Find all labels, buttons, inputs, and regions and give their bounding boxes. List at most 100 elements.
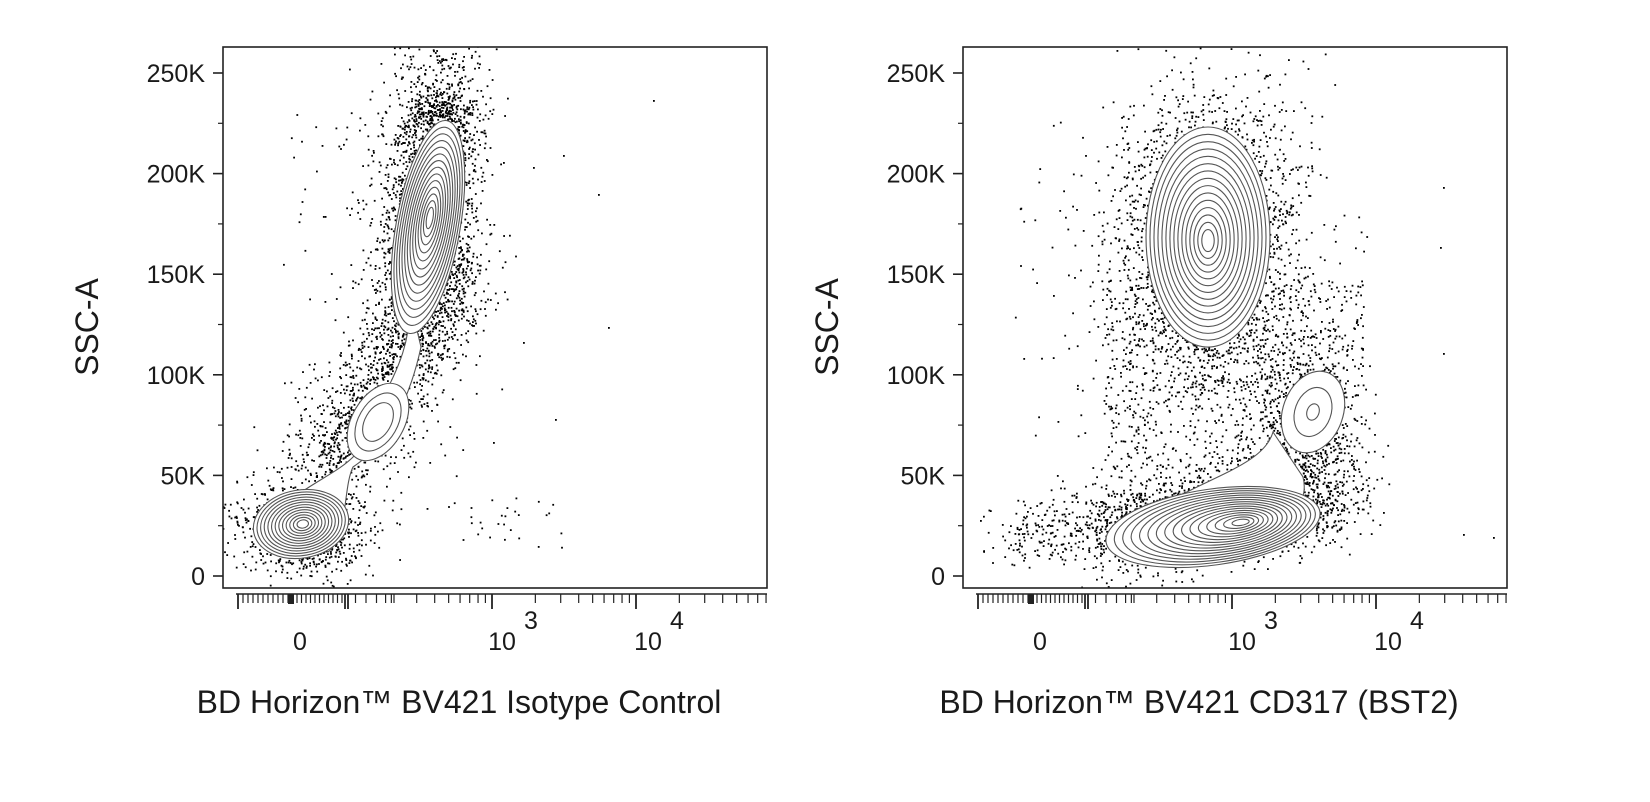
event-dot xyxy=(1135,303,1137,305)
event-dot xyxy=(467,208,469,210)
event-dot xyxy=(343,389,345,391)
event-dot xyxy=(465,271,467,273)
event-dot xyxy=(330,553,332,555)
event-dot xyxy=(362,302,364,304)
event-dot xyxy=(440,443,442,445)
event-dot xyxy=(341,384,343,386)
event-dot xyxy=(474,149,476,151)
event-dot xyxy=(398,98,400,100)
event-dot xyxy=(299,437,301,439)
event-dot xyxy=(253,426,255,428)
event-dot xyxy=(250,546,252,548)
event-dot xyxy=(314,420,316,422)
event-dot xyxy=(406,106,408,108)
event-dot xyxy=(326,391,328,393)
event-dot xyxy=(440,354,442,356)
event-dot xyxy=(363,474,365,476)
event-dot xyxy=(452,398,454,400)
event-dot xyxy=(400,185,402,187)
event-dot xyxy=(314,363,316,365)
event-dot xyxy=(475,308,477,310)
event-dot xyxy=(433,50,435,52)
event-dot xyxy=(1292,132,1294,134)
event-dot xyxy=(295,460,297,462)
event-dot xyxy=(425,97,427,99)
event-dot xyxy=(340,544,342,546)
event-dot xyxy=(459,283,461,285)
event-dot xyxy=(456,475,458,477)
event-dot xyxy=(389,299,391,301)
event-dot xyxy=(388,374,390,376)
event-dot xyxy=(466,141,468,143)
event-dot xyxy=(434,108,436,110)
event-dot xyxy=(349,413,351,415)
event-dot xyxy=(403,121,405,123)
event-dot xyxy=(1288,249,1290,251)
event-dot xyxy=(462,302,464,304)
event-dot xyxy=(350,532,352,534)
event-dot xyxy=(443,320,445,322)
event-dot xyxy=(390,456,392,458)
event-dot xyxy=(455,53,457,55)
event-dot xyxy=(486,243,488,245)
event-dot xyxy=(356,609,358,611)
event-dot xyxy=(459,279,461,281)
event-dot xyxy=(561,533,563,535)
event-dot xyxy=(358,360,360,362)
event-dot xyxy=(419,401,421,403)
event-dot xyxy=(408,119,410,121)
event-dot xyxy=(483,330,485,332)
event-dot xyxy=(426,348,428,350)
event-dot xyxy=(350,383,352,385)
event-dot xyxy=(343,414,345,416)
event-dot xyxy=(465,76,467,78)
event-dot xyxy=(408,136,410,138)
event-dot xyxy=(440,72,442,74)
event-dot xyxy=(368,165,370,167)
event-dot xyxy=(464,296,466,298)
event-dot xyxy=(382,248,384,250)
event-dot xyxy=(475,292,477,294)
event-dot xyxy=(388,334,390,336)
event-dot xyxy=(1266,141,1268,143)
event-dot xyxy=(334,413,336,415)
event-dot xyxy=(450,315,452,317)
event-dot xyxy=(308,446,310,448)
event-dot xyxy=(433,318,435,320)
event-dot xyxy=(324,450,326,452)
event-dot xyxy=(487,85,489,87)
event-dot xyxy=(291,137,293,139)
event-dot xyxy=(460,379,462,381)
event-dot xyxy=(321,376,323,378)
event-dot xyxy=(459,78,461,80)
event-dot xyxy=(389,313,391,315)
event-dot xyxy=(367,328,369,330)
event-dot xyxy=(487,160,489,162)
event-dot xyxy=(395,215,397,217)
event-dot xyxy=(243,531,245,533)
event-dot xyxy=(410,66,412,68)
event-dot xyxy=(444,334,446,336)
event-dot xyxy=(449,86,451,88)
event-dot xyxy=(435,52,437,54)
event-dot xyxy=(354,384,356,386)
event-dot xyxy=(410,426,412,428)
event-dot xyxy=(1302,312,1304,314)
event-dot xyxy=(308,480,310,482)
event-dot xyxy=(422,24,424,26)
event-dot xyxy=(489,69,491,71)
event-dot xyxy=(374,200,376,202)
event-dot xyxy=(398,184,400,186)
event-dot xyxy=(326,457,328,459)
event-dot xyxy=(442,110,444,112)
event-dot xyxy=(369,185,371,187)
event-dot xyxy=(444,305,446,307)
event-dot xyxy=(430,126,432,128)
event-dot xyxy=(262,493,264,495)
event-dot xyxy=(368,346,370,348)
event-dot xyxy=(299,568,301,570)
event-dot xyxy=(321,451,323,453)
event-dot xyxy=(347,316,349,318)
event-dot xyxy=(459,258,461,260)
event-dot xyxy=(1163,99,1165,101)
